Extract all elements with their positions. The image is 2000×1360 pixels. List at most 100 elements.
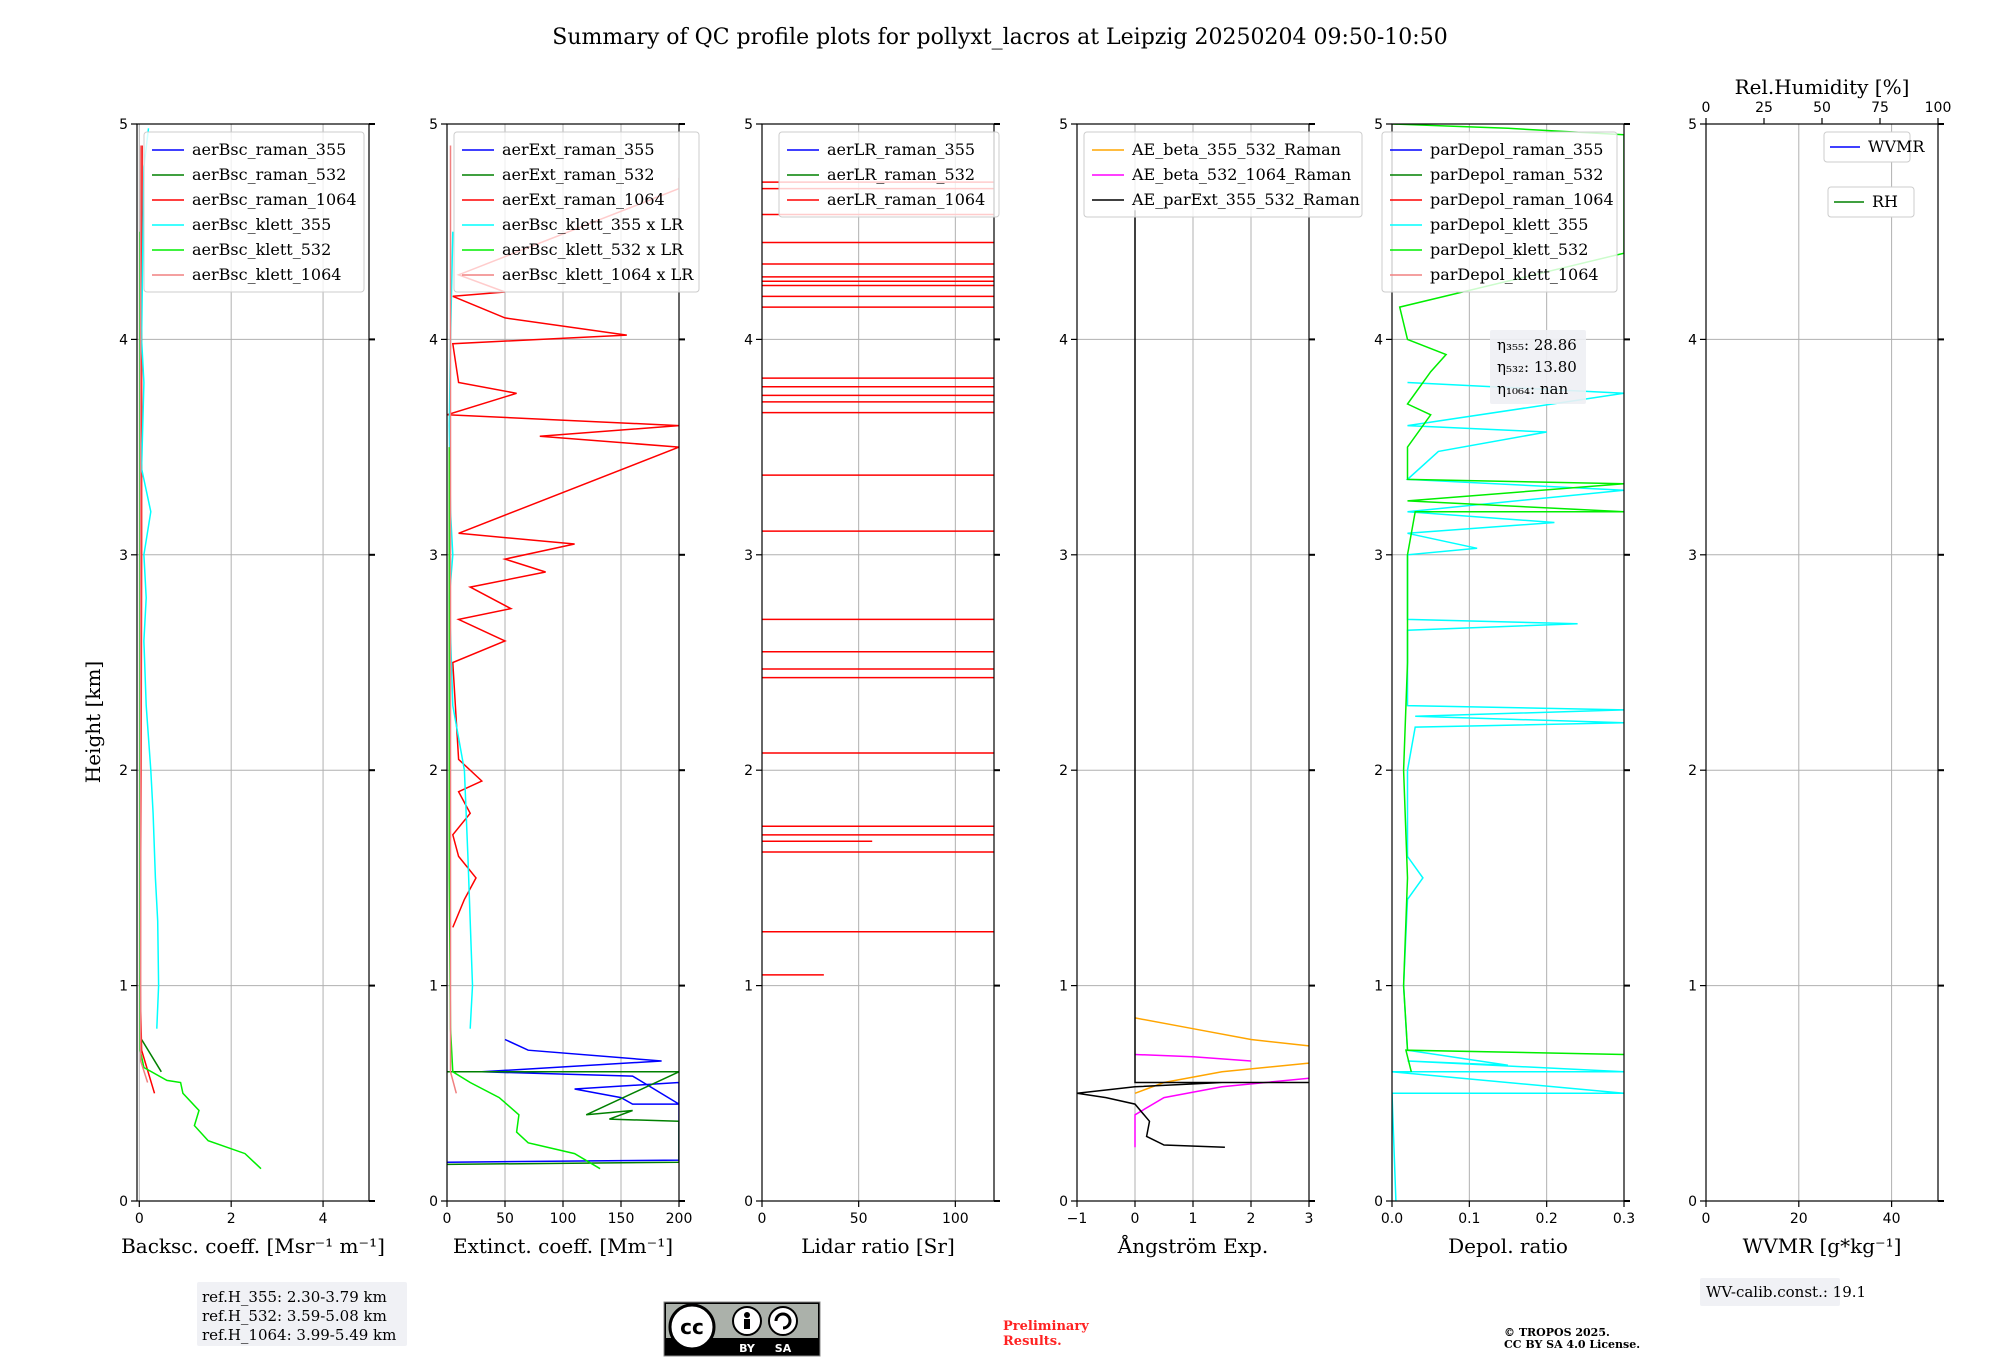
x-tick-label: 0.3: [1613, 1211, 1635, 1227]
axes-frame: [136, 123, 370, 1202]
legend-label: parDepol_klett_532: [1430, 240, 1588, 259]
legend-label: WVMR: [1868, 137, 1925, 156]
x2-axis-label: Rel.Humidity [%]: [1735, 75, 1910, 99]
eta-1064: η₁₀₆₄: nan: [1497, 380, 1568, 398]
series-line-aerBsc_raman_532: [140, 1039, 162, 1073]
x-axis-label: WVMR [g*kg⁻¹]: [1743, 1234, 1902, 1258]
legend-label: aerBsc_klett_355: [192, 215, 331, 234]
svg-text:BY: BY: [739, 1342, 756, 1355]
y-tick-label: 3: [1374, 548, 1383, 564]
eta-355: η₃₅₅: 28.86: [1497, 336, 1577, 354]
y-tick-label: 3: [119, 548, 128, 564]
x2-tick-label: 100: [1925, 100, 1952, 116]
y-tick-label: 1: [429, 979, 438, 995]
ref-height-box: ref.H_355: 2.30-3.79 km ref.H_532: 3.59-…: [197, 1282, 407, 1346]
y-tick-label: 3: [1059, 548, 1068, 564]
preliminary-line1: Preliminary: [1003, 1319, 1089, 1334]
x2-tick-label: 50: [1813, 100, 1831, 116]
y-tick-label: 0: [119, 1194, 128, 1210]
x-tick-label: 150: [608, 1211, 635, 1227]
y-tick-label: 0: [744, 1194, 753, 1210]
y-tick-label: 0: [1059, 1194, 1068, 1210]
x-tick-label: 2: [1247, 1211, 1256, 1227]
plot-area: [1077, 210, 1309, 1148]
y-tick-label: 4: [1059, 332, 1068, 348]
x2-tick-label: 75: [1871, 100, 1889, 116]
share-alike-icon: [768, 1306, 798, 1336]
legend-label: aerLR_raman_532: [827, 165, 975, 184]
y-tick-label: 0: [429, 1194, 438, 1210]
x-tick-label: 200: [666, 1211, 693, 1227]
panel-5: 0.0 0.1 0.2 0.3 0 1 2 3 4 5 Depol. ratio parDepol_r…: [1374, 117, 1635, 1258]
wv-calib-text: WV-calib.const.: 19.1: [1706, 1283, 1866, 1301]
license-line1: © TROPOS 2025.: [1504, 1326, 1610, 1339]
x-tick-label: 0: [758, 1211, 767, 1227]
series-line-aerBsc_klett_1064 x LR: [449, 145, 458, 1094]
series-line-aerBsc_klett_532 x LR: [448, 447, 601, 1170]
x-tick-label: 0: [1702, 1211, 1711, 1227]
license-line2: CC BY SA 4.0 License.: [1504, 1338, 1640, 1351]
series-line-aerExt_raman_355: [447, 1038, 679, 1163]
y-tick-label: 2: [744, 763, 753, 779]
series-line-aerBsc_klett_355: [140, 128, 160, 1029]
legend: WVMR: [1823, 131, 1925, 163]
y-tick-label: 2: [119, 763, 128, 779]
wv-calib-box: WV-calib.const.: 19.1: [1700, 1278, 1866, 1306]
eta-532: η₅₃₂: 13.80: [1497, 358, 1577, 376]
legend: aerBsc_raman_355 aerBsc_raman_532 aerBsc_r…: [143, 131, 365, 293]
panel-3: 0 50 100 0 1 2 3 4 5 Lidar ratio [Sr] aerLR_raman_…: [744, 117, 1000, 1258]
x-tick-label: 20: [1790, 1211, 1808, 1227]
y-tick-label: 1: [1374, 979, 1383, 995]
axes-frame: [761, 123, 995, 1202]
x2-tick-label: 0: [1702, 100, 1711, 116]
x-axis-label: Depol. ratio: [1448, 1234, 1568, 1258]
legend-label: parDepol_raman_1064: [1430, 190, 1614, 209]
y-tick-label: 1: [744, 979, 753, 995]
legend-label: parDepol_klett_355: [1430, 215, 1588, 234]
x-tick-label: 50: [850, 1211, 868, 1227]
legend: parDepol_raman_355 parDepol_raman_532 parD…: [1381, 131, 1618, 293]
legend-label: aerBsc_klett_1064: [192, 265, 341, 284]
x-tick-label: 0.2: [1536, 1211, 1558, 1227]
y-tick-label: 5: [1059, 117, 1068, 133]
ref-height-1064: ref.H_1064: 3.99-5.49 km: [202, 1326, 396, 1344]
legend: aerLR_raman_355 aerLR_raman_532 aerLR_rama…: [778, 131, 1000, 218]
plot-area: [762, 181, 994, 976]
y-tick-label: 1: [1059, 979, 1068, 995]
legend-label: aerBsc_raman_355: [192, 140, 346, 159]
plot-area: [447, 145, 679, 1170]
svg-text:SA: SA: [775, 1342, 792, 1355]
legend-label: aerLR_raman_1064: [827, 190, 985, 209]
y-axis-label: Height [km]: [81, 661, 105, 783]
x-tick-label: 0: [135, 1211, 144, 1227]
panel-1: 0 2 4 0 1 2 3 4 5 Backsc. coeff. [Msr⁻¹ m⁻¹] aerBs…: [119, 117, 385, 1258]
x-tick-label: 0: [443, 1211, 452, 1227]
legend-label: aerBsc_klett_532 x LR: [502, 240, 684, 259]
legend-label: aerLR_raman_355: [827, 140, 975, 159]
legend-label: aerBsc_klett_532: [192, 240, 331, 259]
y-tick-label: 5: [119, 117, 128, 133]
legend-label: parDepol_klett_1064: [1430, 265, 1599, 284]
cc-icon: [668, 1303, 716, 1351]
legend-label: AE_beta_532_1064_Raman: [1131, 165, 1351, 184]
legend-label: aerBsc_raman_1064: [192, 190, 357, 209]
legend-label: aerExt_raman_1064: [502, 190, 665, 209]
x-tick-label: 1: [1189, 1211, 1198, 1227]
series-line-AE_beta_355_532_Raman-upper: [1134, 1017, 1309, 1047]
axes-frame: [1705, 123, 1939, 1202]
x-tick-label: 0.1: [1458, 1211, 1480, 1227]
series-line-AE_beta_532_1064_Raman-upper: [1134, 1053, 1252, 1062]
series-line-parDepol_klett_355: [1392, 381, 1624, 1201]
legend-label: aerExt_raman_355: [502, 140, 655, 159]
y-tick-label: 0: [1374, 1194, 1383, 1210]
x-axis-label: Extinct. coeff. [Mm⁻¹]: [453, 1234, 673, 1258]
x-tick-label: 0: [1131, 1211, 1140, 1227]
series-line-AE_beta_532_1064_Raman: [1134, 1077, 1309, 1148]
plot-area: [1392, 124, 1624, 1201]
x-tick-label: 100: [942, 1211, 969, 1227]
x-tick-label: 40: [1883, 1211, 1901, 1227]
series-line-aerBsc_klett_1064: [139, 145, 149, 1083]
x-tick-label: −1: [1067, 1211, 1088, 1227]
